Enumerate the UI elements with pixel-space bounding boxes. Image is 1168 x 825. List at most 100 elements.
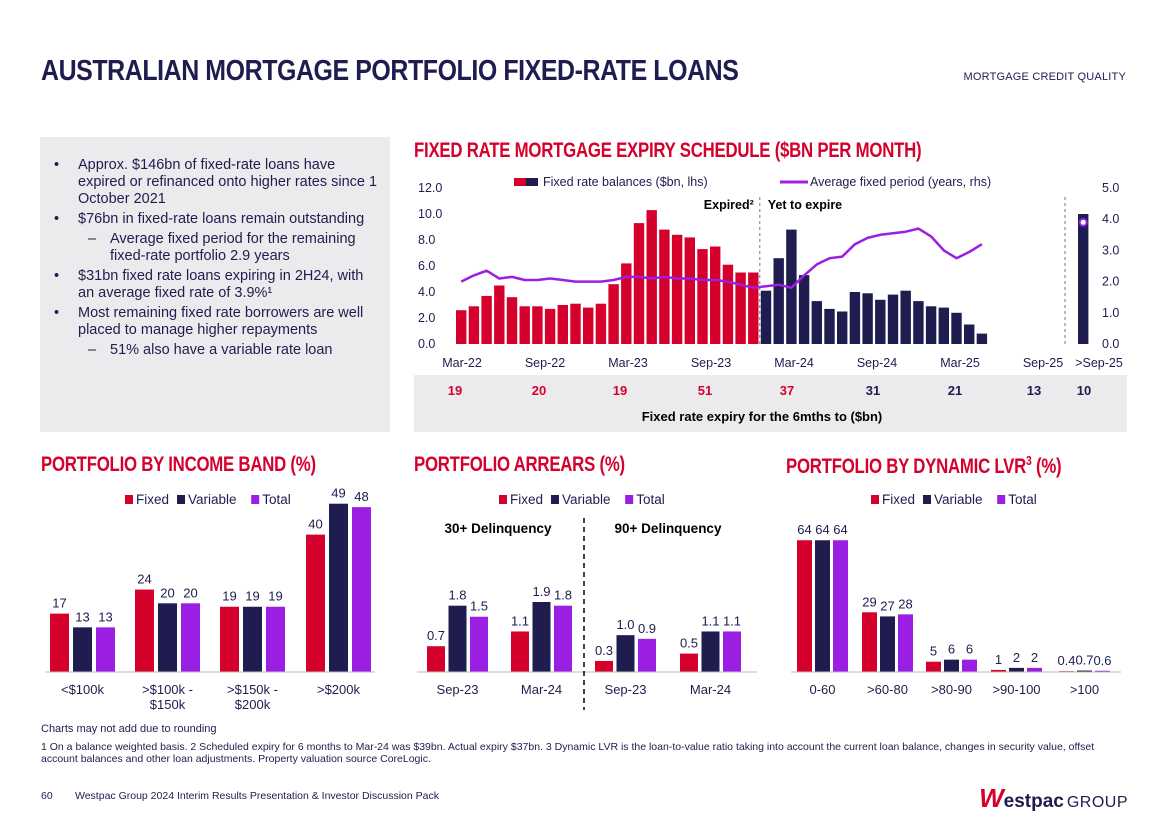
bar-expired	[671, 234, 683, 344]
category-label: Mar-24	[690, 682, 731, 697]
bar-fixed	[135, 589, 154, 672]
y2-tick-label: 0.0	[1102, 337, 1119, 351]
bar-future	[976, 333, 988, 344]
expiry-6m-caption: Fixed rate expiry for the 6mths to ($bn)	[642, 409, 883, 424]
data-label: 20	[183, 585, 197, 600]
bar-fixed	[680, 653, 698, 672]
data-label: 48	[354, 489, 368, 504]
legend-swatch	[997, 495, 1006, 504]
y2-tick-label: 5.0	[1102, 181, 1119, 195]
bar-expired	[621, 263, 632, 344]
x-tick-label: >Sep-25	[1075, 356, 1123, 370]
bar-total	[96, 627, 115, 672]
bar-fixed	[991, 669, 1006, 672]
data-label: 29	[862, 594, 876, 609]
bar-fixed	[50, 613, 69, 672]
legend-label: Fixed rate balances ($bn, lhs)	[543, 175, 708, 189]
summary-bullet: Most remaining fixed rate borrowers are …	[52, 305, 380, 339]
bar-future	[875, 299, 886, 344]
bar-expired	[494, 285, 505, 344]
bar-future	[824, 308, 835, 344]
bar-variable	[815, 540, 830, 672]
annotation-yet-to-expire: Yet to expire	[768, 198, 842, 212]
bar-variable	[73, 627, 92, 672]
bar-future	[760, 290, 772, 344]
bar-expired	[697, 249, 708, 344]
bar-expired	[468, 306, 480, 344]
legend-label: Variable	[934, 492, 983, 507]
expiry-6m-value: 19	[448, 383, 462, 398]
summary-bullet: Average fixed period for the remaining f…	[52, 231, 380, 265]
x-tick-label: Sep-22	[525, 356, 565, 370]
y-tick-label: 6.0	[418, 259, 435, 273]
data-label: 13	[98, 609, 112, 624]
data-label: 28	[898, 596, 912, 611]
legend-label: Fixed	[882, 492, 915, 507]
bar-future	[951, 312, 962, 344]
data-label: 19	[245, 589, 259, 604]
group-label-90plus: 90+ Delinquency	[615, 521, 722, 536]
income-chart-title: PORTFOLIO BY INCOME BAND (%)	[41, 453, 316, 476]
bar-variable	[243, 606, 262, 672]
legend-swatch-fixed-balance-future	[526, 178, 538, 186]
bar-future	[798, 275, 810, 344]
data-label: 1.5	[470, 599, 488, 614]
data-label: 0.9	[638, 621, 656, 636]
legend-label: Total	[1008, 492, 1037, 507]
bar-expired	[710, 246, 721, 344]
data-label: 64	[797, 522, 811, 537]
legend-swatch	[499, 495, 507, 504]
category-label: Sep-23	[605, 682, 647, 697]
data-label: 17	[52, 596, 66, 611]
page-number: 60	[41, 790, 53, 802]
bar-fixed	[595, 660, 613, 672]
category-label: >$100k -	[142, 682, 193, 697]
data-label: 1.8	[448, 588, 466, 603]
page-title: AUSTRALIAN MORTGAGE PORTFOLIO FIXED-RATE…	[41, 55, 739, 87]
summary-bullet: Approx. $146bn of fixed-rate loans have …	[52, 157, 380, 208]
lvr-title-tail: (%)	[1031, 455, 1062, 478]
bar-future	[938, 307, 949, 344]
bar-future	[900, 290, 911, 344]
x-tick-label: Sep-24	[857, 356, 897, 370]
data-label: 6	[966, 642, 973, 657]
legend-label: Variable	[188, 492, 237, 507]
lvr-chart-title: PORTFOLIO BY DYNAMIC LVR3 (%)	[786, 453, 1062, 479]
data-label: 27	[880, 598, 894, 613]
bar-fixed	[427, 646, 445, 672]
data-label: 1.9	[532, 584, 550, 599]
expiry-6m-value: 21	[948, 383, 962, 398]
footnote: 1 On a balance weighted basis. 2 Schedul…	[41, 741, 1095, 765]
bar-total	[470, 616, 488, 672]
legend-swatch	[251, 495, 260, 504]
bar-variable	[1077, 670, 1092, 672]
lvr-title-main: PORTFOLIO BY DYNAMIC LVR	[786, 455, 1027, 478]
bar-expired	[583, 307, 594, 344]
bar-variable	[329, 503, 348, 672]
bar-future	[837, 311, 848, 344]
data-label: 1.1	[701, 613, 719, 628]
bar-variable	[1009, 667, 1024, 672]
bar-total	[352, 507, 371, 672]
y-tick-label: 12.0	[418, 181, 442, 195]
legend-swatch	[871, 495, 879, 504]
income-chart: Fixed Variable Total 17 13 13 <$100k 24 20 20 >$10…	[45, 486, 375, 712]
annotation-expired: Expired²	[704, 198, 754, 212]
expiry-6m-value: 13	[1027, 383, 1041, 398]
bar-total	[1027, 667, 1042, 672]
x-tick-label: Mar-25	[940, 356, 980, 370]
bar-variable	[880, 616, 895, 672]
bar-variable	[532, 602, 551, 672]
bar-expired	[481, 295, 492, 344]
data-label: 1	[995, 652, 1002, 667]
y-tick-label: 10.0	[418, 207, 442, 221]
data-label: 64	[833, 522, 847, 537]
bar-fixed	[797, 540, 812, 672]
bar-future	[811, 301, 822, 344]
data-label: 6	[948, 642, 955, 657]
category-label: Sep-23	[437, 682, 479, 697]
section-tag: MORTGAGE CREDIT QUALITY	[963, 71, 1126, 83]
bar-variable	[158, 603, 177, 672]
expiry-6m-value: 31	[866, 383, 880, 398]
